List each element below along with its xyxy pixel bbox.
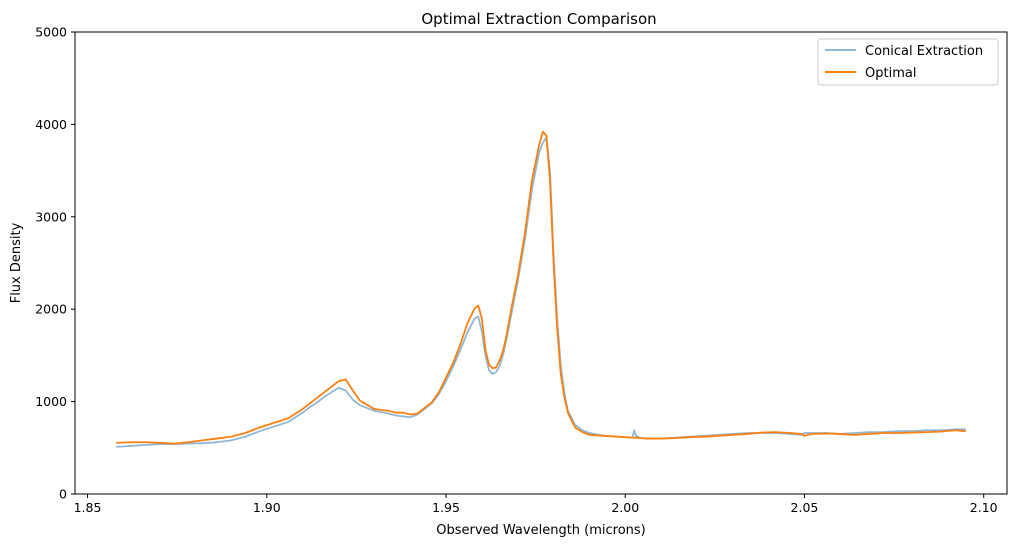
plot-frame — [74, 31, 1008, 495]
legend-box — [817, 38, 999, 86]
x-tick-label: 2.05 — [791, 500, 819, 515]
legend: Conical Extraction Optimal — [817, 38, 999, 86]
plot-lines — [116, 130, 966, 448]
y-tick-label: 4000 — [35, 117, 67, 132]
chart-title: Optimal Extraction Comparison — [421, 10, 656, 28]
x-axis-label: Observed Wavelength (microns) — [436, 523, 646, 538]
x-tick-label: 2.00 — [611, 500, 639, 515]
x-tick-label: 1.95 — [432, 500, 460, 515]
legend-label-conical-extraction: Conical Extraction — [865, 44, 983, 59]
x-tick-label: 1.85 — [74, 500, 102, 515]
y-axis: 0 1000 2000 3000 4000 5000 — [35, 25, 75, 502]
y-axis-label: Flux Density — [9, 222, 24, 303]
legend-label-optimal: Optimal — [865, 66, 916, 81]
x-tick-label: 2.10 — [970, 500, 998, 515]
y-tick-label: 0 — [59, 487, 67, 502]
y-tick-label: 2000 — [35, 302, 67, 317]
y-tick-label: 5000 — [35, 25, 67, 40]
x-tick-label: 1.90 — [253, 500, 281, 515]
series-line-optimal — [116, 130, 966, 445]
y-tick-label: 1000 — [35, 394, 67, 409]
x-axis: 1.85 1.90 1.95 2.00 2.05 2.10 — [74, 494, 998, 515]
y-tick-label: 3000 — [35, 209, 67, 224]
